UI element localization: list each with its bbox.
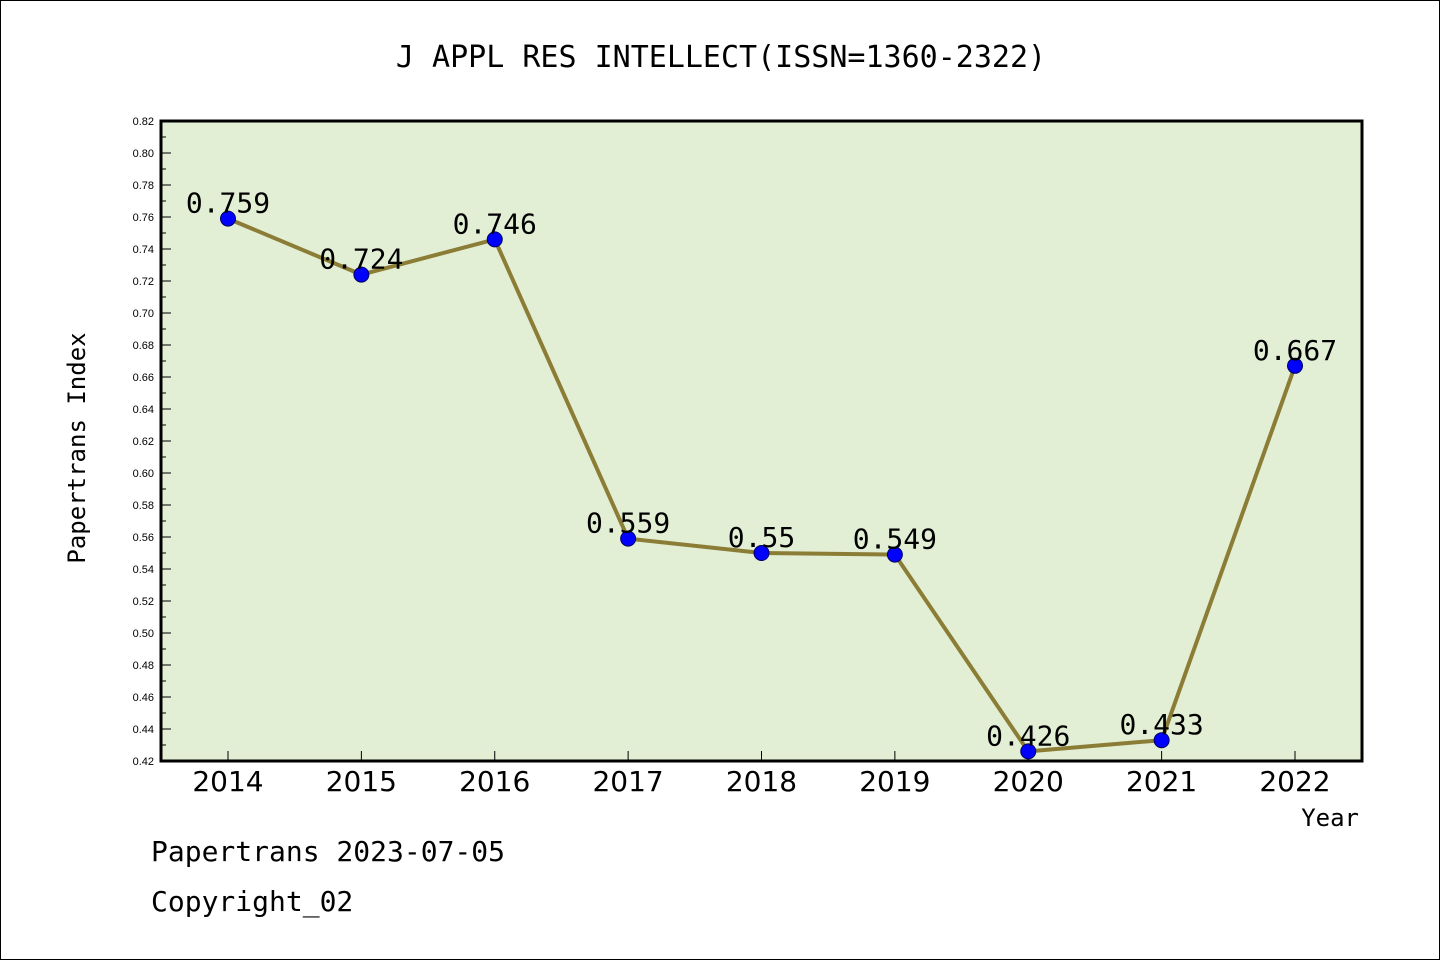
data-point-2019 bbox=[886, 546, 903, 563]
y-tick-label: 0.68 bbox=[133, 340, 154, 352]
y-tick-label: 0.80 bbox=[133, 148, 154, 160]
data-point-2021 bbox=[1153, 732, 1170, 749]
data-label-2022: 0.667 bbox=[1253, 334, 1337, 367]
data-point-2014 bbox=[220, 210, 236, 227]
x-tick-label: 2014 bbox=[192, 765, 263, 798]
data-point-2018 bbox=[753, 545, 770, 561]
y-axis: 0.42 0.44 0.46 0.48 0.50 0.52 0.54 0.56 0.58 0.60… bbox=[133, 116, 171, 768]
data-labels: 0.759 0.724 0.746 0.559 0.55 0.549 0.426 0.433 0… bbox=[186, 187, 1337, 753]
data-label-2017: 0.559 bbox=[586, 507, 670, 540]
y-tick-label: 0.66 bbox=[133, 372, 154, 384]
y-tick-label: 0.42 bbox=[133, 756, 154, 768]
y-tick-label: 0.62 bbox=[133, 436, 154, 448]
y-tick-label: 0.78 bbox=[133, 180, 154, 192]
y-tick-label: 0.54 bbox=[133, 564, 154, 576]
x-tick-label: 2016 bbox=[459, 765, 530, 798]
footer-date: Papertrans 2023-07-05 bbox=[151, 835, 506, 868]
data-point-2022 bbox=[1287, 357, 1303, 374]
data-label-2021: 0.433 bbox=[1119, 708, 1203, 741]
y-tick-label: 0.56 bbox=[133, 532, 154, 544]
y-tick-label: 0.50 bbox=[133, 628, 154, 640]
plot-area bbox=[159, 119, 1364, 763]
series-markers bbox=[220, 210, 1303, 760]
data-point-2020 bbox=[1020, 743, 1037, 760]
y-tick-label: 0.74 bbox=[133, 244, 154, 256]
y-tick-label: 0.82 bbox=[133, 116, 154, 128]
data-label-2018: 0.55 bbox=[728, 521, 795, 554]
data-label-2014: 0.759 bbox=[186, 187, 270, 220]
y-tick-label: 0.46 bbox=[133, 692, 154, 704]
y-tick-label: 0.70 bbox=[133, 308, 154, 320]
data-label-2020: 0.426 bbox=[986, 719, 1070, 752]
y-tick-label: 0.48 bbox=[133, 660, 154, 672]
data-label-2015: 0.724 bbox=[319, 243, 403, 276]
data-point-2017 bbox=[620, 530, 637, 547]
y-tick-label: 0.60 bbox=[133, 468, 154, 480]
chart-title: J APPL RES INTELLECT(ISSN=1360-2322) bbox=[396, 40, 1046, 75]
x-tick-label: 2017 bbox=[592, 765, 663, 798]
y-tick-label: 0.76 bbox=[133, 212, 154, 224]
x-tick-label: 2019 bbox=[859, 765, 930, 798]
data-point-2016 bbox=[486, 231, 503, 248]
data-point-2015 bbox=[353, 266, 370, 283]
y-tick-label: 0.64 bbox=[133, 404, 154, 416]
x-tick-label: 2022 bbox=[1259, 765, 1330, 798]
y-axis-label: Papertrans Index bbox=[63, 332, 91, 563]
y-tick-label: 0.72 bbox=[133, 276, 154, 288]
y-tick-label: 0.52 bbox=[133, 596, 154, 608]
y-tick-label: 0.44 bbox=[133, 724, 154, 736]
x-axis: 2014 2015 2016 2017 2018 2019 2020 2021 2022 bbox=[192, 751, 1331, 798]
x-axis-label: Year bbox=[1301, 804, 1359, 832]
footer-copyright: Copyright_02 bbox=[151, 885, 354, 918]
y-tick-label: 0.58 bbox=[133, 500, 154, 512]
x-tick-label: 2021 bbox=[1126, 765, 1197, 798]
x-tick-label: 2015 bbox=[326, 765, 397, 798]
x-tick-label: 2018 bbox=[726, 765, 797, 798]
x-tick-label: 2020 bbox=[993, 765, 1064, 798]
data-label-2016: 0.746 bbox=[453, 207, 537, 240]
data-label-2019: 0.549 bbox=[853, 523, 937, 556]
